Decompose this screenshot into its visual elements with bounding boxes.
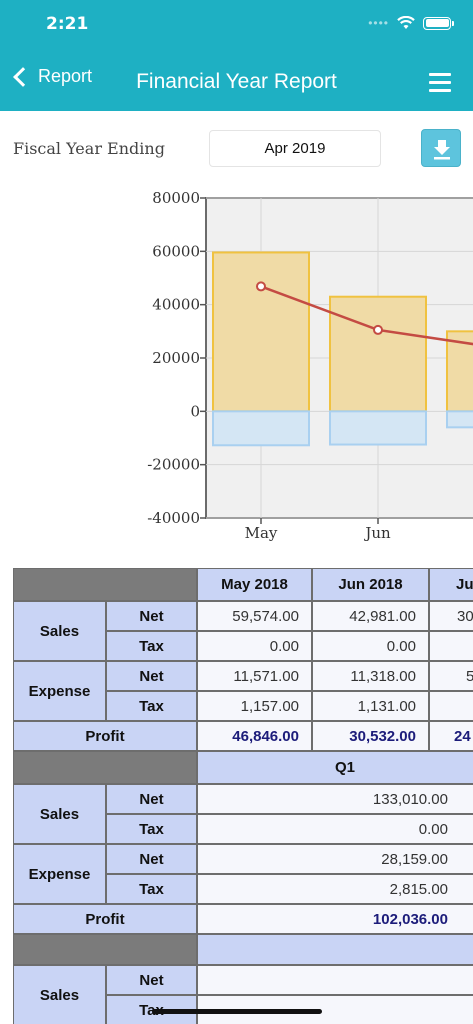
- sales-label: Sales: [13, 784, 106, 844]
- y-tick-label: -20000: [147, 456, 200, 474]
- status-time: 2:21: [46, 14, 89, 34]
- signal-icon: ••••: [368, 16, 389, 30]
- quarter-cell: [197, 965, 473, 995]
- download-button[interactable]: [421, 129, 461, 167]
- x-tick-label: Jun: [363, 524, 391, 542]
- profit-label: Profit: [13, 904, 197, 934]
- hamburger-menu-icon[interactable]: [429, 73, 451, 93]
- back-button[interactable]: Report: [10, 66, 92, 87]
- net-label: Net: [106, 965, 197, 995]
- quarter-cell: 2,815.00: [197, 874, 473, 904]
- table-cell: 11,571.00: [197, 661, 312, 691]
- next-quarter-header: [197, 934, 473, 965]
- table-cell: 42,981.00: [312, 601, 429, 631]
- sales-bar: [329, 295, 427, 413]
- download-icon: [434, 140, 450, 160]
- financial-table: May 2018 Jun 2018 Ju Sales Net Tax 59,57…: [13, 568, 473, 1024]
- tax-label: Tax: [106, 874, 197, 904]
- table-cell: 11,318.00: [312, 661, 429, 691]
- page-title: Financial Year Report: [136, 70, 337, 93]
- table-cell: 0.00: [312, 631, 429, 661]
- month-header: Jun 2018: [312, 568, 429, 601]
- profit-label: Profit: [13, 721, 197, 751]
- table-cell: 1,157.00: [197, 691, 312, 721]
- home-indicator: [152, 1009, 322, 1014]
- quarter-cell: 28,159.00: [197, 844, 473, 874]
- net-label: Net: [106, 661, 197, 691]
- next-corner: [13, 934, 197, 965]
- tax-label: Tax: [106, 631, 197, 661]
- net-label: Net: [106, 844, 197, 874]
- battery-icon: [423, 16, 454, 30]
- profit-cell: 30,532.00: [312, 721, 429, 751]
- profit-point: [373, 324, 383, 335]
- net-label: Net: [106, 784, 197, 814]
- table-cell: [429, 691, 473, 721]
- tax-label: Tax: [106, 691, 197, 721]
- profit-cell: 24: [429, 721, 473, 751]
- table-cell: 1,131.00: [312, 691, 429, 721]
- expense-label: Expense: [13, 844, 106, 904]
- status-icons: ••••: [368, 16, 454, 30]
- fiscal-year-select[interactable]: Apr 2019: [209, 130, 381, 167]
- table-cell: 59,574.00: [197, 601, 312, 631]
- profit-cell: 46,846.00: [197, 721, 312, 751]
- quarter-profit-cell: 102,036.00: [197, 904, 473, 934]
- wifi-icon: [397, 16, 415, 29]
- quarter-header: Q1: [197, 751, 473, 784]
- table-corner: [13, 568, 197, 601]
- table-cell: 0.00: [197, 631, 312, 661]
- table-cell: [429, 631, 473, 661]
- tax-label: Tax: [106, 814, 197, 844]
- quarter-cell: [197, 995, 473, 1024]
- y-tick-label: -40000: [147, 509, 200, 527]
- navigation-bar: 2:21 •••• Report Financial Year Report: [0, 0, 473, 111]
- expense-bar: [446, 410, 473, 429]
- sales-bar: [212, 251, 310, 413]
- quarter-cell: 0.00: [197, 814, 473, 844]
- sales-label: Sales: [13, 965, 106, 1024]
- financial-chart: 80000 60000 40000 20000 0 -20000 -40000 May Jun: [147, 189, 473, 542]
- expense-label: Expense: [13, 661, 106, 721]
- y-tick-label: 0: [190, 402, 200, 420]
- profit-point: [256, 281, 266, 292]
- quarter-cell: 133,010.00: [197, 784, 473, 814]
- table-cell: 5: [429, 661, 473, 691]
- y-tick-label: 20000: [152, 349, 200, 367]
- fiscal-year-label: Fiscal Year Ending: [13, 139, 165, 158]
- expense-bar: [212, 410, 310, 447]
- x-tick-label: May: [245, 524, 278, 542]
- quarter-corner: [13, 751, 197, 784]
- net-label: Net: [106, 601, 197, 631]
- y-tick-label: 80000: [152, 189, 200, 207]
- y-tick-label: 60000: [152, 242, 200, 260]
- table-cell: 30: [429, 601, 473, 631]
- month-header: Ju: [429, 568, 473, 601]
- y-tick-label: 40000: [152, 296, 200, 314]
- month-header: May 2018: [197, 568, 312, 601]
- sales-label: Sales: [13, 601, 106, 661]
- expense-bar: [329, 410, 427, 446]
- back-button-label: Report: [38, 66, 93, 86]
